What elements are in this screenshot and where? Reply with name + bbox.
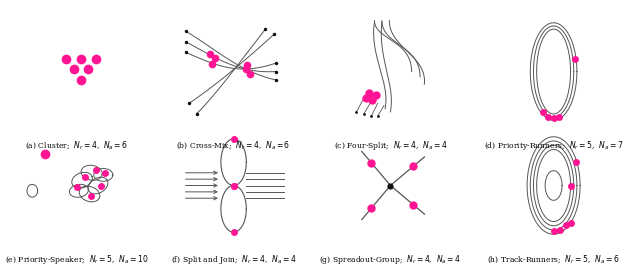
Text: (e) Priority-Speaker;  $N_r = 5$,  $N_a = 10$: (e) Priority-Speaker; $N_r = 5$, $N_a = …: [5, 253, 148, 265]
Text: (h) Track-Runners;  $N_r = 5$,  $N_a = 6$: (h) Track-Runners; $N_r = 5$, $N_a = 6$: [487, 253, 620, 265]
Text: (a) Cluster;  $N_r = 4$,  $N_a = 6$: (a) Cluster; $N_r = 4$, $N_a = 6$: [25, 139, 129, 151]
Text: (g) Spreadout-Group;  $N_r = 4$,  $N_a = 4$: (g) Spreadout-Group; $N_r = 4$, $N_a = 4…: [319, 253, 461, 265]
Text: (d) Priority-Runners;  $N_r = 5$,  $N_a = 7$: (d) Priority-Runners; $N_r = 5$, $N_a = …: [484, 139, 623, 152]
Text: (b) Cross-Mix;  $N_r = 4$,  $N_a = 6$: (b) Cross-Mix; $N_r = 4$, $N_a = 6$: [177, 139, 291, 151]
Text: (f) Split and Join;  $N_r = 4$,  $N_a = 4$: (f) Split and Join; $N_r = 4$, $N_a = 4$: [171, 253, 296, 265]
Text: (c) Four-Split;  $N_r = 4$,  $N_a = 4$: (c) Four-Split; $N_r = 4$, $N_a = 4$: [333, 139, 447, 152]
